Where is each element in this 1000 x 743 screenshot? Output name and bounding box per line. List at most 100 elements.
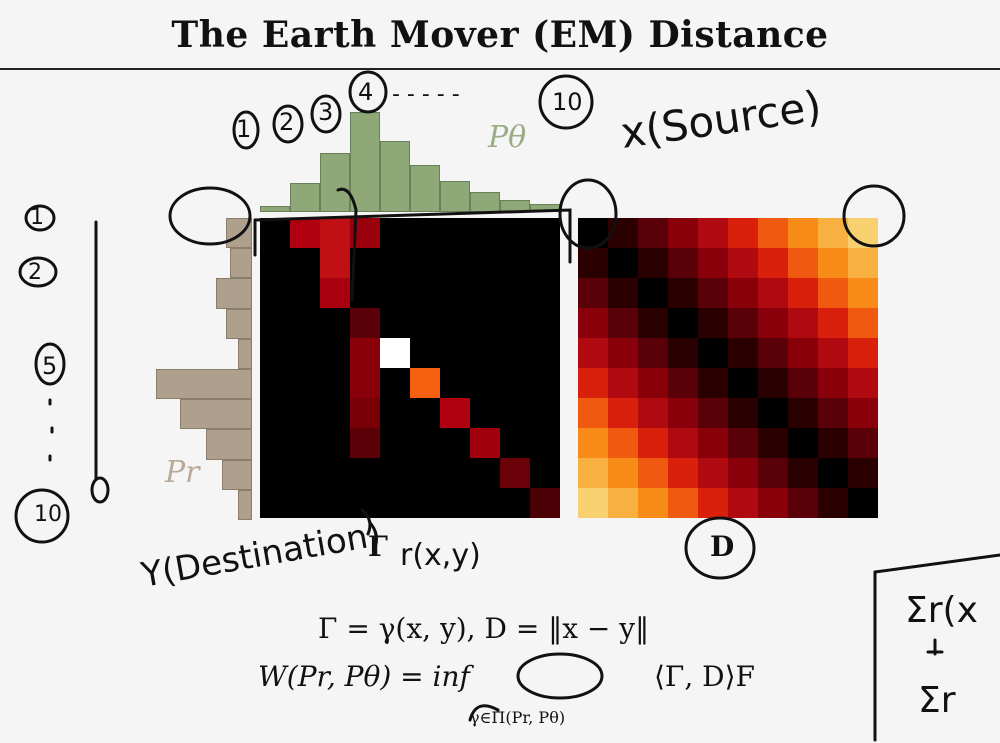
distance-cell — [668, 398, 698, 428]
p-r-bar — [180, 399, 252, 430]
equation-2-subscript: γ∈Π(Pr, Pθ) — [470, 708, 566, 727]
gamma-cell — [410, 428, 440, 458]
p-theta-label: Pθ — [488, 120, 527, 155]
distance-cell — [668, 248, 698, 278]
distance-cell — [668, 308, 698, 338]
d-label: D — [710, 530, 735, 563]
distance-cell — [818, 368, 848, 398]
gamma-cell — [500, 398, 530, 428]
gamma-cell — [500, 488, 530, 518]
gamma-cell — [440, 278, 470, 308]
distance-cell — [728, 308, 758, 338]
gamma-label: Γ — [368, 530, 388, 563]
distance-cell — [788, 278, 818, 308]
gamma-cell — [320, 428, 350, 458]
distance-cell — [758, 218, 788, 248]
gamma-cell — [500, 458, 530, 488]
distance-cell — [578, 248, 608, 278]
gamma-cell — [410, 278, 440, 308]
p-r-bar — [230, 248, 252, 279]
distance-cell — [848, 368, 878, 398]
distance-cell — [638, 338, 668, 368]
gamma-cell — [290, 248, 320, 278]
gamma-cell — [470, 338, 500, 368]
gamma-cell — [260, 218, 290, 248]
distance-cell — [728, 428, 758, 458]
distance-cell — [788, 368, 818, 398]
distance-cell — [728, 218, 758, 248]
gamma-cell — [410, 218, 440, 248]
handwritten-right-sum-2: Σr — [918, 680, 956, 721]
distance-cell — [668, 368, 698, 398]
distance-cell — [578, 308, 608, 338]
distance-cell — [818, 458, 848, 488]
gamma-cell — [470, 248, 500, 278]
gamma-cell — [530, 278, 560, 308]
gamma-cell — [350, 368, 380, 398]
gamma-cell — [380, 458, 410, 488]
gamma-cell — [320, 308, 350, 338]
gamma-cell — [380, 338, 410, 368]
gamma-cell — [500, 278, 530, 308]
gamma-cell — [260, 458, 290, 488]
p-r-bar — [156, 369, 252, 400]
equation-2-rhs: ⟨Γ, D⟩F — [654, 660, 755, 693]
equation-2-lhs: W(Pr, Pθ) = inf — [258, 660, 470, 693]
handwritten-top-ellipsis: - - - - - — [392, 82, 460, 107]
gamma-cell — [440, 308, 470, 338]
gamma-cell — [290, 218, 320, 248]
gamma-cell — [380, 428, 410, 458]
distance-cell — [728, 488, 758, 518]
distance-cell — [758, 398, 788, 428]
gamma-cell — [290, 368, 320, 398]
distance-cell — [788, 338, 818, 368]
p-r-bar — [206, 429, 252, 460]
distance-cell — [788, 218, 818, 248]
gamma-cell — [410, 308, 440, 338]
gamma-cell — [470, 428, 500, 458]
distance-cell — [728, 248, 758, 278]
distance-cell — [758, 278, 788, 308]
distance-cell — [848, 488, 878, 518]
gamma-cell — [350, 308, 380, 338]
distance-cell — [848, 248, 878, 278]
distance-cell — [698, 218, 728, 248]
distance-cell — [698, 368, 728, 398]
gamma-cell — [500, 218, 530, 248]
distance-cell — [638, 278, 668, 308]
handwritten-right-sum-1: Σr(x — [905, 590, 978, 631]
distance-cell — [608, 458, 638, 488]
distance-cell — [608, 488, 638, 518]
distance-cell — [728, 278, 758, 308]
distance-cell — [788, 488, 818, 518]
gamma-cell — [440, 458, 470, 488]
gamma-cell — [410, 338, 440, 368]
p-r-label: Pr — [165, 455, 200, 490]
distance-cell — [698, 458, 728, 488]
equation-1: Γ = γ(x, y), D = ‖x − y‖ — [318, 612, 650, 645]
gamma-cell — [500, 338, 530, 368]
distance-cell — [608, 368, 638, 398]
distance-cell — [578, 278, 608, 308]
distance-cell — [818, 278, 848, 308]
gamma-cell — [380, 278, 410, 308]
handwritten-top-number-1: 1 — [236, 115, 252, 143]
gamma-cell — [290, 338, 320, 368]
handwritten-left-number-10: 10 — [34, 502, 62, 527]
gamma-cell — [380, 488, 410, 518]
distance-cell — [608, 308, 638, 338]
gamma-cell — [320, 248, 350, 278]
distance-cell — [758, 308, 788, 338]
p-r-bar — [222, 459, 252, 490]
gamma-cell — [320, 458, 350, 488]
p-theta-bar — [260, 205, 290, 212]
gamma-cell — [290, 458, 320, 488]
gamma-cell — [290, 398, 320, 428]
distance-cell — [758, 458, 788, 488]
distance-cell — [848, 308, 878, 338]
distance-cell — [728, 368, 758, 398]
handwritten-left-number-5: 5 — [42, 352, 58, 380]
distance-cell — [848, 398, 878, 428]
handwritten-top-number-10: 10 — [552, 88, 583, 116]
